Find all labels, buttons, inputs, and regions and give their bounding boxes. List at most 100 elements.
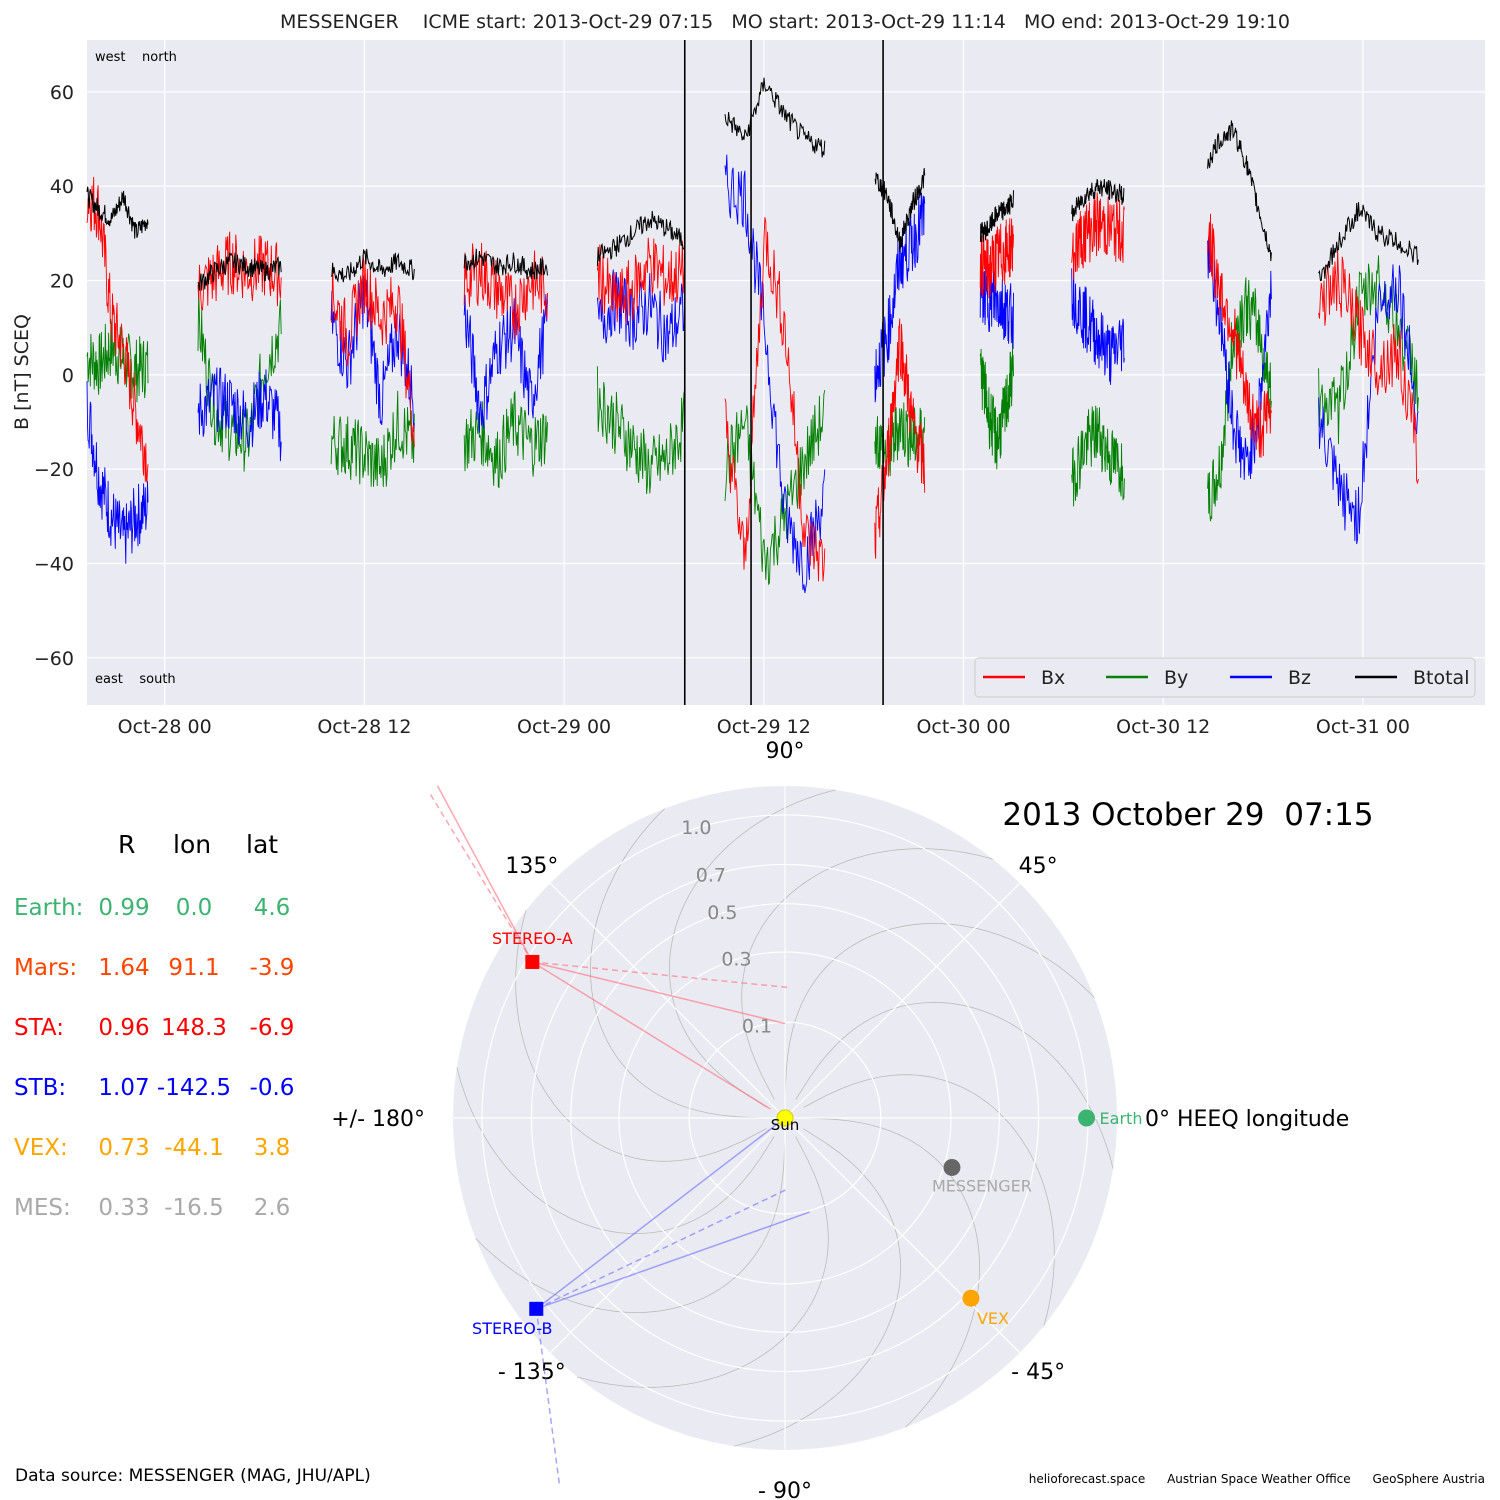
series-bz-segment	[596, 269, 686, 363]
table-cell-lon: -142.5	[156, 1075, 232, 1101]
series-btotal-segment	[197, 251, 282, 291]
table-cell-lat: 2.6	[253, 1195, 291, 1221]
stereo-fields-of-view	[427, 785, 810, 1488]
vex-marker	[962, 1289, 980, 1307]
table-cell-r: 0.96	[98, 1015, 150, 1041]
table-cell-lon: -16.5	[164, 1195, 224, 1221]
stereo-a-marker	[525, 954, 540, 969]
table-cell-name: VEX:	[14, 1135, 68, 1161]
fov-ray	[535, 1187, 790, 1310]
series-by-segment	[979, 342, 1014, 470]
table-cell-name: Earth:	[14, 895, 84, 921]
legend-label-btotal: Btotal	[1413, 667, 1469, 689]
series-btotal-segment	[463, 248, 548, 280]
angle-label: - 135°	[498, 1360, 566, 1385]
legend: Bx By Bz Btotal	[974, 657, 1476, 698]
series-by-segment	[86, 319, 149, 403]
series-bx-segment	[463, 242, 548, 340]
table-cell-lat: 3.8	[253, 1135, 291, 1161]
legend-box	[974, 657, 1476, 698]
angle-gridline	[549, 882, 786, 1119]
radial-tick-label: 1.0	[681, 817, 711, 839]
y-tick-label: −20	[34, 459, 74, 481]
messenger-marker	[943, 1158, 961, 1176]
credit-helioforecast: helioforecast.space	[1028, 1472, 1146, 1486]
table-cell-name: Mars:	[14, 955, 78, 981]
series-bx-segment	[197, 231, 282, 311]
series-bx-segment	[1071, 192, 1125, 280]
angle-gridline	[784, 882, 1021, 1119]
stereo-b-marker	[529, 1301, 544, 1316]
credit-asswo: Austrian Space Weather Office	[1167, 1472, 1351, 1486]
series-lines	[86, 77, 1419, 594]
x-tick-label: Oct-29 12	[717, 716, 811, 738]
table-cell-lat: -3.9	[249, 955, 295, 981]
table-cell-lat: 4.6	[253, 895, 291, 921]
x-tick-labels: Oct-28 00 Oct-28 12 Oct-29 00 Oct-29 12 Oct-…	[118, 716, 1410, 738]
table-header-lon: lon	[173, 830, 212, 859]
series-bx-segment	[979, 218, 1014, 299]
y-tick-label: 40	[50, 176, 74, 198]
orbit-polar-chart: 0.1 0.3 0.5 0.7 1.0 0° HEEQ longitude 45° 90° 1…	[331, 740, 1373, 1500]
angle-gridline	[549, 1117, 786, 1354]
angle-gridline	[784, 1117, 1021, 1354]
radial-tick-labels: 0.1 0.3 0.5 0.7 1.0	[681, 817, 772, 1037]
angle-label: 45°	[1019, 854, 1058, 879]
series-btotal-segment	[596, 210, 686, 267]
angle-label: - 90°	[758, 1479, 812, 1500]
fov-ray	[531, 961, 771, 1110]
table-cell-r: 1.64	[98, 955, 150, 981]
table-cell-name: MES:	[14, 1195, 71, 1221]
series-bx-segment	[1207, 213, 1272, 458]
series-by-segment	[330, 390, 415, 487]
radial-tick-label: 0.5	[707, 902, 737, 924]
spacecraft-positions: Sun Earth MESSENGER VEX STEREO-A STEREO-B	[472, 929, 1142, 1338]
series-btotal-segment	[1207, 120, 1272, 262]
table-cell-lon: 0.0	[175, 895, 213, 921]
legend-label-bx: Bx	[1041, 667, 1065, 689]
table-cell-lon: 148.3	[161, 1015, 227, 1041]
x-tick-label: Oct-28 00	[118, 716, 212, 738]
fov-ray	[532, 961, 786, 1025]
series-bx-segment	[86, 176, 149, 483]
table-cell-lon: 91.1	[168, 955, 220, 981]
series-btotal-segment	[1071, 178, 1125, 222]
fov-ray	[427, 790, 533, 963]
fov-ray	[532, 961, 792, 989]
table-cell-name: STB:	[14, 1075, 67, 1101]
x-tick-label: Oct-28 12	[317, 716, 411, 738]
series-bz-segment	[86, 381, 149, 564]
position-table: R lon lat Earth: 0.99 0.0 4.6 Mars: 1.64 91.1 -…	[0, 820, 330, 1240]
series-bx-segment	[330, 254, 415, 448]
series-btotal-segment	[724, 77, 826, 158]
radial-tick-label: 0.1	[742, 1015, 772, 1037]
series-bx-segment	[724, 217, 826, 582]
vex-label: VEX	[977, 1309, 1009, 1328]
y-tick-label: 60	[50, 82, 74, 104]
series-bz-segment	[1318, 264, 1419, 545]
x-tick-label: Oct-31 00	[1316, 716, 1410, 738]
y-tick-label: 0	[62, 365, 74, 387]
legend-label-bz: Bz	[1288, 667, 1311, 689]
table-header-r: R	[118, 830, 136, 859]
table-cell-r: 0.99	[98, 895, 150, 921]
series-btotal-segment	[330, 248, 415, 283]
angle-label: 135°	[505, 854, 558, 879]
x-tick-label: Oct-30 12	[1116, 716, 1210, 738]
angle-label: - 45°	[1011, 1360, 1065, 1385]
chart-title: MESSENGER ICME start: 2013-Oct-29 07:15 …	[280, 11, 1290, 33]
series-by-segment	[596, 366, 686, 495]
angle-label: 0° HEEQ longitude	[1145, 1107, 1349, 1132]
angle-labels: 0° HEEQ longitude 45° 90° 135° +/- 180° - 135…	[331, 740, 1349, 1500]
y-axis-label: B [nT] SCEQ	[11, 314, 33, 430]
series-bz-segment	[197, 367, 282, 462]
grid-lines	[87, 40, 1485, 705]
stereo-a-label: STEREO-A	[492, 929, 573, 948]
table-cell-lon: -44.1	[164, 1135, 224, 1161]
series-by-segment	[463, 390, 548, 489]
series-bz-segment	[724, 154, 826, 594]
messenger-label: MESSENGER	[932, 1176, 1032, 1195]
y-tick-label: −60	[34, 648, 74, 670]
fov-ray	[536, 1211, 810, 1310]
radial-tick-label: 0.3	[721, 948, 751, 970]
